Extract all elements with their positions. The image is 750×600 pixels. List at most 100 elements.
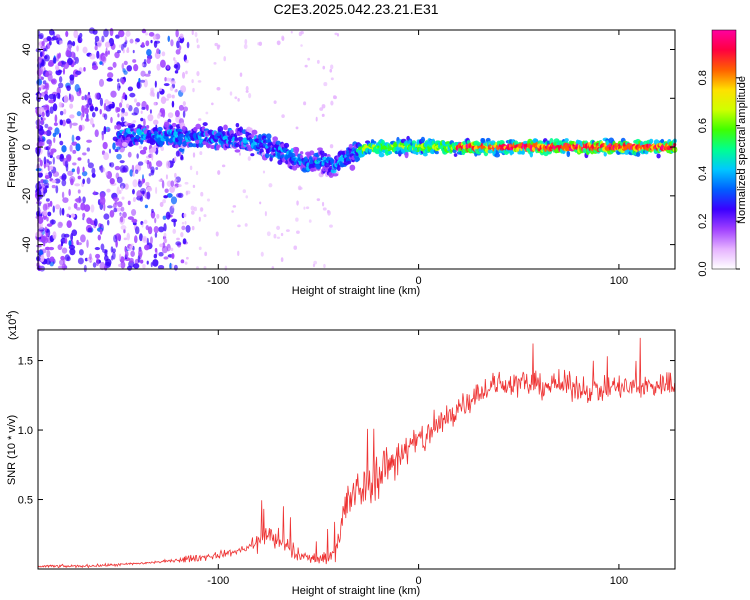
spectrogram-ridge-cell [326, 156, 330, 162]
spectrogram-noise-cell [124, 250, 129, 258]
spectrogram-noise-cell [329, 68, 333, 73]
spectrogram-noise-cell [129, 169, 133, 177]
spectrogram-noise-cell [150, 211, 156, 219]
spectrogram-noise-cell [52, 231, 57, 240]
spectrogram-noise-cell [110, 246, 114, 253]
spectrogram-noise-cell [147, 70, 151, 75]
spectrogram-noise-cell [109, 27, 114, 37]
spectrogram-noise-cell [132, 179, 138, 188]
spectrogram-noise-cell [88, 97, 93, 106]
spectrogram-noise-cell [80, 112, 83, 121]
spectrogram-noise-cell [141, 106, 146, 111]
spectrogram-noise-cell [121, 196, 125, 200]
spectrogram-noise-cell [138, 145, 143, 149]
spectrogram-noise-cell [243, 43, 248, 50]
spectrogram-noise-cell [99, 196, 106, 206]
spectrogram-ridge-cell [420, 136, 426, 143]
spectrogram-ridge-cell [223, 124, 228, 131]
spectrogram-noise-cell [77, 36, 83, 44]
spectrogram-noise-cell [89, 117, 94, 126]
spectrogram-ridge-cell [299, 151, 304, 155]
spectrogram-ridge-cell [157, 126, 163, 132]
spectrogram-ridge-cell [319, 150, 325, 156]
spectrogram-noise-cell [103, 152, 110, 161]
spectrogram-ridge-cell [564, 138, 569, 142]
spectrogram-noise-cell [215, 231, 219, 237]
spectrogram-noise-cell [62, 67, 66, 75]
spectrogram-noise-cell [86, 147, 91, 152]
spectrogram-noise-cell [127, 86, 134, 92]
spectrogram-noise-cell [72, 41, 76, 47]
spectrogram-noise-cell [71, 229, 78, 237]
y-tick-label: -40 [21, 237, 33, 253]
spectrogram-noise-cell [158, 226, 165, 233]
spectrogram-noise-cell [136, 102, 141, 107]
spectrogram-marks [34, 27, 678, 273]
y-tick-label: 0.5 [18, 495, 33, 507]
spectrogram-noise-cell [268, 183, 273, 188]
spectrogram-ridge-cell [378, 152, 385, 158]
spectrogram-noise-cell [305, 206, 310, 210]
spectrogram-noise-cell [61, 191, 65, 199]
spectrogram-noise-cell [99, 61, 103, 65]
spectrogram-noise-cell [150, 166, 155, 174]
spectrogram-ridge-cell [283, 142, 290, 148]
spectrogram-noise-cell [140, 70, 146, 77]
spectrogram-noise-cell [63, 233, 70, 238]
spectrogram-ridge-cell [169, 138, 173, 144]
spectrogram-noise-cell [46, 35, 52, 42]
spectrogram-noise-cell [95, 257, 100, 267]
spectrogram-noise-cell [41, 187, 44, 196]
spectrogram-noise-cell [244, 39, 248, 45]
spectrogram-noise-cell [54, 178, 61, 184]
spectrogram-noise-cell [160, 146, 164, 151]
spectrogram-noise-cell [248, 92, 252, 99]
spectrogram-noise-cell [72, 162, 77, 166]
spectrogram-ridge-cell [603, 151, 607, 157]
spectrogram-noise-cell [35, 231, 42, 238]
spectrogram-noise-cell [75, 70, 82, 75]
spectrogram-noise-cell [144, 244, 150, 251]
spectrogram-noise-cell [106, 205, 113, 209]
spectrogram-noise-cell [281, 114, 285, 119]
spectrogram-ridge-cell [237, 136, 244, 142]
spectrogram-noise-cell [94, 35, 100, 42]
spectrogram-noise-cell [334, 32, 338, 36]
spectrogram-noise-cell [276, 40, 281, 46]
spectrogram-noise-cell [133, 263, 140, 269]
spectrogram-noise-cell [330, 77, 334, 81]
snr-x-ticks: -100 0 100 [207, 330, 628, 587]
spectrogram-noise-cell [62, 197, 69, 203]
spectrogram-noise-cell [45, 109, 50, 118]
spectrogram-noise-cell [134, 226, 140, 235]
spectrogram-noise-cell [167, 35, 171, 42]
spectrogram-noise-cell [216, 87, 221, 91]
spectrogram-noise-cell [42, 80, 47, 85]
spectrogram-noise-cell [247, 156, 251, 161]
spectrogram-noise-cell [161, 51, 166, 57]
spectrogram-noise-cell [145, 181, 150, 187]
spectrogram-noise-cell [46, 249, 51, 258]
spectrogram-noise-cell [75, 135, 81, 141]
x-tick-label: 100 [610, 575, 628, 587]
spectrogram-noise-cell [316, 59, 320, 64]
spectrogram-noise-cell [150, 87, 155, 94]
spectrogram-noise-cell [51, 219, 54, 225]
spectrogram-noise-cell [203, 214, 207, 218]
spectrogram-ridge-cell [121, 141, 128, 147]
spectrogram-noise-cell [99, 228, 103, 235]
spectrogram-noise-cell [103, 213, 110, 220]
spectrogram-noise-cell [144, 73, 151, 77]
spectrogram-noise-cell [303, 101, 307, 106]
spectrogram-noise-cell [52, 156, 55, 165]
spectrogram-noise-cell [57, 40, 60, 45]
spectrogram-noise-cell [146, 260, 149, 265]
spectrogram-noise-cell [159, 59, 166, 68]
y-tick-label: 1.0 [18, 425, 33, 437]
spectrogram-noise-cell [66, 44, 73, 49]
spectrogram-ridge-cell [126, 118, 130, 123]
spectrogram-noise-cell [64, 160, 69, 168]
spectrogram-noise-cell [105, 171, 108, 176]
spectrogram-noise-cell [280, 257, 284, 263]
spectrogram-ridge-cell [529, 151, 533, 158]
